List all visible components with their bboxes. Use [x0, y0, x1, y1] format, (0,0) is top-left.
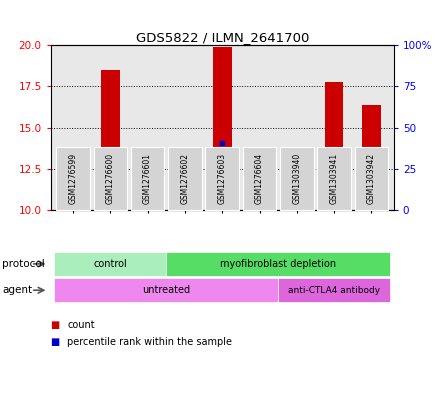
Bar	[362, 105, 381, 210]
Bar	[250, 169, 269, 210]
FancyBboxPatch shape	[94, 147, 127, 210]
Text: GSM1303941: GSM1303941	[330, 153, 339, 204]
FancyBboxPatch shape	[355, 147, 388, 210]
FancyBboxPatch shape	[56, 147, 90, 210]
Bar	[138, 209, 157, 210]
Text: untreated: untreated	[142, 285, 191, 295]
Bar	[213, 47, 231, 210]
Text: ■: ■	[51, 337, 60, 347]
Bar	[64, 192, 82, 210]
Bar	[101, 70, 120, 210]
FancyBboxPatch shape	[317, 147, 351, 210]
FancyBboxPatch shape	[54, 278, 278, 303]
FancyBboxPatch shape	[205, 147, 239, 210]
Title: GDS5822 / ILMN_2641700: GDS5822 / ILMN_2641700	[136, 31, 309, 44]
Text: count: count	[67, 320, 95, 330]
Text: control: control	[93, 259, 127, 269]
FancyBboxPatch shape	[168, 147, 202, 210]
Bar	[325, 81, 344, 210]
Text: GSM1276601: GSM1276601	[143, 153, 152, 204]
Text: protocol: protocol	[2, 259, 45, 269]
FancyBboxPatch shape	[131, 147, 165, 210]
FancyBboxPatch shape	[166, 252, 390, 276]
Text: GSM1276602: GSM1276602	[180, 153, 189, 204]
Text: percentile rank within the sample: percentile rank within the sample	[67, 337, 232, 347]
FancyBboxPatch shape	[280, 147, 314, 210]
Text: GSM1303942: GSM1303942	[367, 153, 376, 204]
Text: GSM1276604: GSM1276604	[255, 153, 264, 204]
Text: myofibroblast depletion: myofibroblast depletion	[220, 259, 336, 269]
Bar	[287, 185, 306, 210]
Text: ■: ■	[51, 320, 60, 330]
Bar	[176, 169, 194, 210]
FancyBboxPatch shape	[243, 147, 276, 210]
Text: GSM1276600: GSM1276600	[106, 153, 115, 204]
Text: GSM1276603: GSM1276603	[218, 153, 227, 204]
Text: anti-CTLA4 antibody: anti-CTLA4 antibody	[288, 286, 380, 295]
Text: agent: agent	[2, 285, 32, 295]
FancyBboxPatch shape	[54, 252, 166, 276]
Text: GSM1276599: GSM1276599	[69, 153, 77, 204]
Text: GSM1303940: GSM1303940	[292, 153, 301, 204]
FancyBboxPatch shape	[278, 278, 390, 303]
